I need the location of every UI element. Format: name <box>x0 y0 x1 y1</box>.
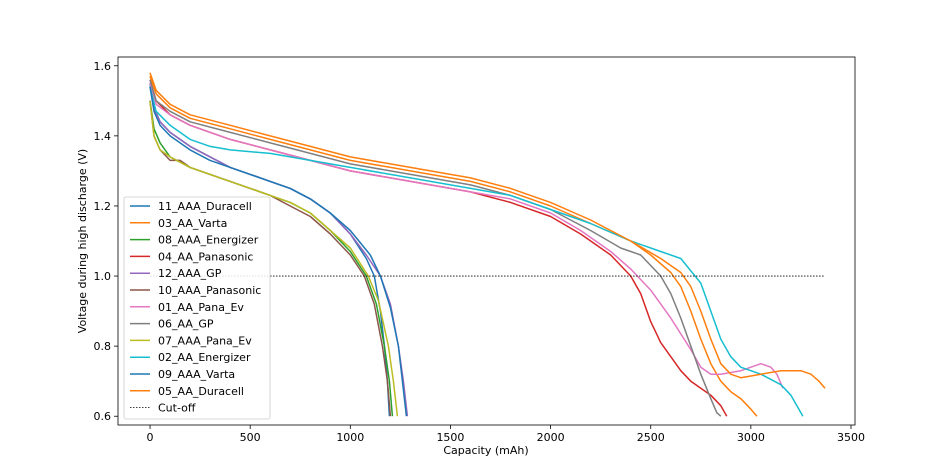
legend-label: 10_AAA_Panasonic <box>158 284 261 297</box>
legend-label: Cut-off <box>158 402 196 415</box>
x-axis: 0 500 1000 1500 2000 2500 3000 3500 <box>147 425 865 444</box>
x-tick-label: 3500 <box>837 431 865 444</box>
legend-label: 09_AAA_Varta <box>158 368 235 381</box>
x-tick-label: 2000 <box>537 431 565 444</box>
series-line-07_AAA_Pana_Ev <box>149 100 399 417</box>
series-line-03_AA_Varta <box>149 76 758 417</box>
plot-frame <box>117 56 856 426</box>
y-tick-label: 1.6 <box>94 60 112 73</box>
x-axis-label: Capacity (mAh) <box>443 444 528 457</box>
x-tick-label: 0 <box>147 431 154 444</box>
y-axis-label: Voltage during high discharge (V) <box>76 149 89 333</box>
legend-label: 08_AAA_Energizer <box>158 234 259 247</box>
legend-label: 01_AA_Pana_Ev <box>158 301 244 314</box>
series-line-01_AA_Pana_Ev <box>149 83 784 389</box>
x-tick-label: 2500 <box>637 431 665 444</box>
y-axis: 0.6 0.8 1.0 1.2 1.4 1.6 <box>94 60 118 423</box>
x-tick-label: 1500 <box>436 431 464 444</box>
legend-box <box>123 196 271 420</box>
series-layer <box>149 72 826 417</box>
x-tick-label: 500 <box>240 431 261 444</box>
legend-label: 05_AA_Duracell <box>158 385 244 398</box>
legend: 11_AAA_Duracell 03_AA_Varta 08_AAA_Energiz… <box>123 196 271 420</box>
legend-label: 07_AAA_Pana_Ev <box>158 334 252 347</box>
legend-label: 06_AA_GP <box>158 318 214 331</box>
y-tick-label: 1.0 <box>94 270 112 283</box>
y-tick-label: 1.2 <box>94 200 112 213</box>
legend-label: 03_AA_Varta <box>158 217 227 230</box>
series-line-02_AA_Energizer <box>149 86 804 417</box>
series-line-09_AAA_Varta <box>149 86 408 417</box>
legend-label: 11_AAA_Duracell <box>158 200 252 213</box>
legend-label: 12_AAA_GP <box>158 267 222 280</box>
y-tick-label: 1.4 <box>94 130 112 143</box>
y-tick-label: 0.8 <box>94 340 112 353</box>
x-tick-label: 1000 <box>336 431 364 444</box>
y-tick-label: 0.6 <box>94 410 112 423</box>
legend-label: 04_AA_Panasonic <box>158 250 253 263</box>
x-tick-label: 3000 <box>737 431 765 444</box>
series-line-05_AA_Duracell <box>149 72 826 389</box>
legend-label: 02_AA_Energizer <box>158 351 251 364</box>
